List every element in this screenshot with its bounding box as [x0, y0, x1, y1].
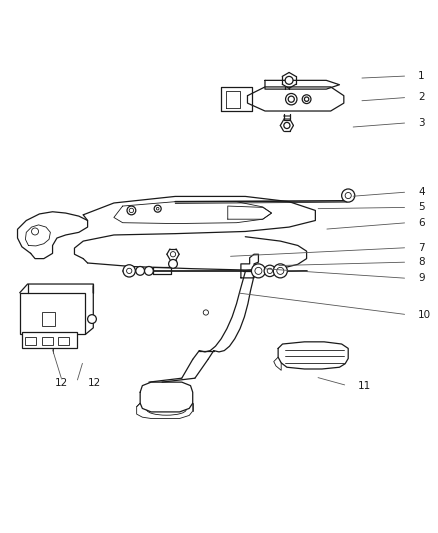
Text: 5: 5: [418, 203, 425, 212]
Text: 6: 6: [418, 217, 425, 228]
Circle shape: [154, 205, 161, 212]
Circle shape: [267, 268, 272, 273]
Circle shape: [88, 314, 96, 324]
FancyBboxPatch shape: [42, 336, 53, 345]
Circle shape: [345, 192, 351, 199]
Circle shape: [169, 260, 177, 268]
Text: 12: 12: [55, 377, 68, 387]
Circle shape: [145, 266, 153, 275]
FancyBboxPatch shape: [42, 312, 55, 326]
Text: 11: 11: [358, 381, 371, 391]
Circle shape: [285, 76, 293, 84]
Circle shape: [156, 207, 159, 210]
Text: 10: 10: [418, 310, 431, 320]
Text: 3: 3: [418, 118, 425, 128]
Circle shape: [170, 252, 176, 257]
Circle shape: [32, 228, 39, 235]
Circle shape: [129, 208, 134, 213]
Text: 4: 4: [418, 187, 425, 197]
Circle shape: [273, 264, 287, 278]
Circle shape: [203, 310, 208, 315]
Circle shape: [136, 266, 145, 275]
FancyBboxPatch shape: [20, 293, 85, 334]
Text: 9: 9: [418, 273, 425, 284]
FancyBboxPatch shape: [25, 336, 36, 345]
Circle shape: [286, 93, 297, 105]
Circle shape: [123, 265, 135, 277]
Text: 2: 2: [418, 92, 425, 102]
Text: 12: 12: [88, 377, 101, 387]
Text: 7: 7: [418, 243, 425, 253]
Circle shape: [284, 123, 290, 128]
Text: 8: 8: [418, 257, 425, 267]
Text: 1: 1: [418, 71, 425, 81]
FancyBboxPatch shape: [58, 336, 69, 345]
Circle shape: [302, 95, 311, 103]
Circle shape: [288, 96, 294, 102]
Circle shape: [127, 268, 132, 273]
Circle shape: [264, 265, 276, 277]
Circle shape: [127, 206, 136, 215]
Circle shape: [251, 264, 265, 278]
Circle shape: [277, 268, 284, 274]
Circle shape: [304, 97, 309, 101]
Circle shape: [342, 189, 355, 202]
FancyBboxPatch shape: [22, 332, 77, 348]
Circle shape: [255, 268, 262, 274]
